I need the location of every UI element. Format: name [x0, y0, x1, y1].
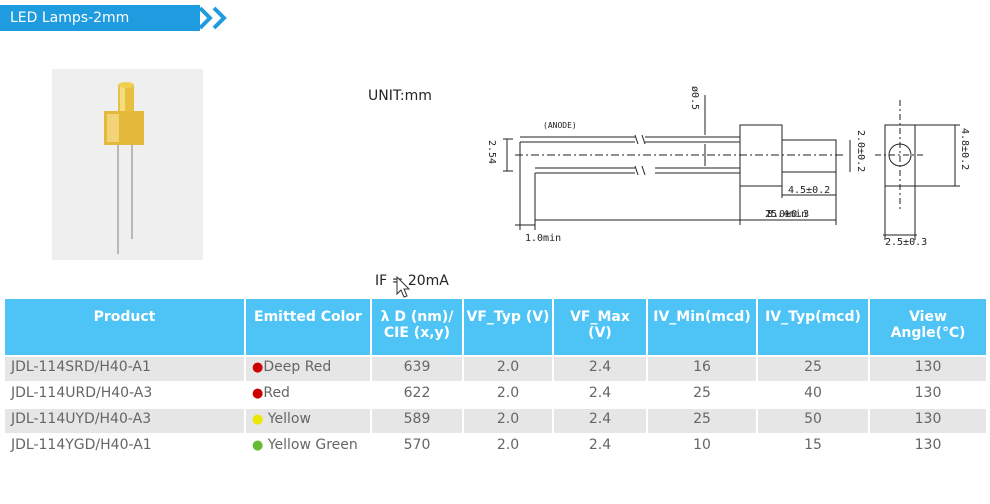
double-chevron-right-icon [198, 6, 227, 30]
cell-iv-typ: 40 [758, 383, 868, 407]
color-dot-icon: ● [252, 360, 264, 375]
cell-vf-typ: 2.0 [464, 435, 552, 479]
col-header-emitted-color: Emitted Color [246, 299, 370, 355]
color-dot-icon: ● [252, 438, 264, 453]
cell-angle: 130 [870, 409, 986, 433]
cell-angle: 130 [870, 357, 986, 381]
cell-vf-typ: 2.0 [464, 383, 552, 407]
section-title: LED Lamps-2mm [10, 10, 130, 26]
dim-side-width: 2.5±0.3 [885, 237, 927, 248]
dim-lens-length: 4.5±0.2 [788, 185, 830, 196]
cell-product: JDL-114UYD/H40-A3 [5, 409, 244, 433]
dim-lead-length: 25.4min [765, 209, 807, 220]
table-row: JDL-114SRD/H40-A1 ●Deep Red 639 2.0 2.4 … [5, 357, 986, 381]
color-dot-icon: ● [252, 412, 264, 427]
dim-side-height-label: 4.8±0.2 [959, 128, 970, 171]
cell-product: JDL-114YGD/H40-A1 [5, 435, 244, 479]
cell-color: ●Deep Red [246, 357, 370, 381]
cell-iv-typ: 50 [758, 409, 868, 433]
color-label: Red [263, 385, 290, 401]
dim-pitch-label: 2.54 [486, 140, 497, 165]
color-label: Yellow Green [263, 437, 358, 453]
dim-body-length: 8.0±0.3 [767, 209, 809, 220]
dimension-drawing: (ANODE) 25.4min 8.0±0.3 4.5±0.2 1.0min 2… [503, 95, 960, 248]
cell-wavelength: 622 [372, 383, 462, 407]
color-label: Deep Red [263, 359, 332, 375]
section-title-bar: LED Lamps-2mm [0, 5, 200, 31]
table-row: JDL-114YGD/H40-A1 ● Yellow Green 570 2.0… [5, 435, 986, 479]
cell-color: ● Yellow Green [246, 435, 370, 479]
cell-iv-min: 25 [648, 383, 756, 407]
cell-product: JDL-114SRD/H40-A1 [5, 357, 244, 381]
anode-label: (ANODE) [543, 121, 577, 130]
cell-color: ●Red [246, 383, 370, 407]
cell-vf-max: 2.4 [554, 409, 646, 433]
dim-body-height-label: 2.0±0.2 [855, 130, 866, 173]
cell-vf-max: 2.4 [554, 383, 646, 407]
cell-vf-typ: 2.0 [464, 357, 552, 381]
table-header-row: Product Emitted Color λ D (nm)/ CIE (x,y… [5, 299, 986, 355]
unit-label: UNIT:mm [368, 88, 432, 104]
cell-iv-typ: 15 [758, 435, 868, 479]
spec-table: Product Emitted Color λ D (nm)/ CIE (x,y… [3, 297, 988, 481]
col-header-iv-min: IV_Min(mcd) [648, 299, 756, 355]
cell-iv-min: 25 [648, 409, 756, 433]
dim-lead-diameter-label: ø0.5 [689, 86, 700, 111]
cell-angle: 130 [870, 435, 986, 479]
col-header-product: Product [5, 299, 244, 355]
cell-vf-max: 2.4 [554, 435, 646, 479]
col-header-vf-typ: VF_Typ (V) [464, 299, 552, 355]
led-lamp-image [52, 69, 203, 260]
col-header-wavelength: λ D (nm)/ CIE (x,y) [372, 299, 462, 355]
cell-iv-typ: 25 [758, 357, 868, 381]
cell-product: JDL-114URD/H40-A3 [5, 383, 244, 407]
dim-min: 1.0min [525, 233, 561, 244]
cell-iv-min: 10 [648, 435, 756, 479]
cell-vf-typ: 2.0 [464, 409, 552, 433]
color-dot-icon: ● [252, 386, 264, 401]
cell-wavelength: 589 [372, 409, 462, 433]
col-header-view-angle: View Angle(℃) [870, 299, 986, 355]
cell-wavelength: 639 [372, 357, 462, 381]
cell-angle: 130 [870, 383, 986, 407]
table-row: JDL-114UYD/H40-A3 ● Yellow 589 2.0 2.4 2… [5, 409, 986, 433]
cell-vf-max: 2.4 [554, 357, 646, 381]
test-condition: IF = 20mA [375, 273, 449, 289]
cell-iv-min: 16 [648, 357, 756, 381]
table-row: JDL-114URD/H40-A3 ●Red 622 2.0 2.4 25 40… [5, 383, 986, 407]
col-header-vf-max: VF_Max (V) [554, 299, 646, 355]
cell-color: ● Yellow [246, 409, 370, 433]
color-label: Yellow [263, 411, 311, 427]
col-header-iv-typ: IV_Typ(mcd) [758, 299, 868, 355]
cell-wavelength: 570 [372, 435, 462, 479]
mouse-pointer-icon [396, 276, 411, 298]
product-photo [52, 69, 203, 260]
